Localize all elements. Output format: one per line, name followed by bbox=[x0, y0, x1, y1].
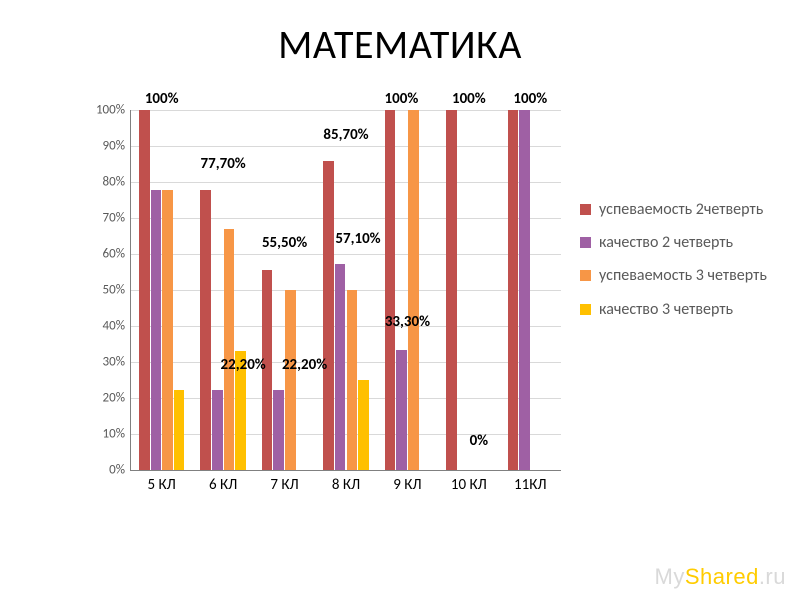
bar bbox=[151, 190, 162, 470]
legend-swatch bbox=[580, 237, 591, 248]
legend-swatch bbox=[580, 204, 591, 215]
legend-label: успеваемость 3 четверть bbox=[599, 266, 767, 285]
bar bbox=[519, 110, 530, 470]
bar bbox=[446, 110, 457, 470]
data-label: 22,20% bbox=[282, 356, 327, 374]
data-label: 77,70% bbox=[201, 155, 246, 173]
bar bbox=[347, 290, 358, 470]
data-label: 100% bbox=[452, 90, 486, 108]
legend-item: качество 2 четверть bbox=[580, 233, 770, 252]
x-tick-label: 5 КЛ bbox=[148, 476, 176, 494]
y-tick-label: 20% bbox=[103, 391, 125, 406]
bar bbox=[396, 350, 407, 470]
data-label: 55,50% bbox=[262, 234, 307, 252]
y-tick-label: 70% bbox=[103, 211, 125, 226]
legend-item: успеваемость 2четверть bbox=[580, 200, 770, 219]
page-title: МАТЕМАТИКА bbox=[0, 20, 800, 69]
x-tick-label: 11КЛ bbox=[514, 476, 547, 494]
data-label: 22,20% bbox=[221, 356, 266, 374]
y-tick-label: 50% bbox=[103, 283, 125, 298]
data-label: 0% bbox=[470, 432, 489, 450]
y-tick-label: 80% bbox=[103, 175, 125, 190]
chart: 0% 10% 20% 30% 40% 50% 60% 70% 80% 90% 100% 5 КЛ 6 К… bbox=[75, 105, 775, 525]
bar bbox=[323, 161, 334, 470]
slide: МАТЕМАТИКА 0% 10% 20% 30% 40% 50% 60% 70% 80% 90%… bbox=[0, 0, 800, 600]
legend: успеваемость 2четверть качество 2 четверт… bbox=[580, 200, 770, 333]
x-tick-label: 10 КЛ bbox=[451, 476, 487, 494]
y-tick-label: 100% bbox=[96, 103, 125, 118]
bar bbox=[358, 380, 369, 470]
bar bbox=[335, 264, 346, 470]
bar bbox=[212, 390, 223, 470]
data-label: 100% bbox=[145, 90, 179, 108]
x-tick-label: 9 КЛ bbox=[393, 476, 421, 494]
legend-item: успеваемость 3 четверть bbox=[580, 266, 770, 285]
gridline bbox=[131, 254, 561, 255]
y-tick-label: 60% bbox=[103, 247, 125, 262]
data-label: 100% bbox=[385, 90, 419, 108]
gridline bbox=[131, 182, 561, 183]
bar bbox=[174, 390, 185, 470]
gridline bbox=[131, 146, 561, 147]
bar bbox=[273, 390, 284, 470]
legend-label: успеваемость 2четверть bbox=[599, 200, 763, 219]
plot-area: 0%10%20%30%40%50%60%70%80%90%100%5 КЛ6 К… bbox=[130, 110, 561, 471]
y-tick-label: 30% bbox=[103, 355, 125, 370]
legend-swatch bbox=[580, 304, 591, 315]
x-tick-label: 8 КЛ bbox=[332, 476, 360, 494]
x-tick-label: 7 КЛ bbox=[270, 476, 298, 494]
bar bbox=[162, 190, 173, 470]
bar bbox=[508, 110, 519, 470]
legend-label: качество 2 четверть bbox=[599, 233, 733, 252]
gridline bbox=[131, 218, 561, 219]
data-label: 100% bbox=[513, 90, 547, 108]
legend-item: качество 3 четверть bbox=[580, 300, 770, 319]
y-tick-label: 90% bbox=[103, 139, 125, 154]
data-label: 33,30% bbox=[385, 313, 430, 331]
x-tick-label: 6 КЛ bbox=[209, 476, 237, 494]
bar bbox=[385, 110, 396, 470]
gridline bbox=[131, 110, 561, 111]
y-tick-label: 40% bbox=[103, 319, 125, 334]
data-label: 57,10% bbox=[335, 230, 380, 248]
legend-swatch bbox=[580, 270, 591, 281]
bar bbox=[224, 229, 235, 470]
y-tick-label: 10% bbox=[103, 427, 125, 442]
bar bbox=[139, 110, 150, 470]
watermark: MyShared.ru bbox=[655, 564, 786, 590]
data-label: 85,70% bbox=[323, 126, 368, 144]
legend-label: качество 3 четверть bbox=[599, 300, 733, 319]
y-tick-label: 0% bbox=[109, 463, 125, 478]
bar bbox=[200, 190, 211, 470]
bar bbox=[408, 110, 419, 470]
bar bbox=[285, 290, 296, 470]
